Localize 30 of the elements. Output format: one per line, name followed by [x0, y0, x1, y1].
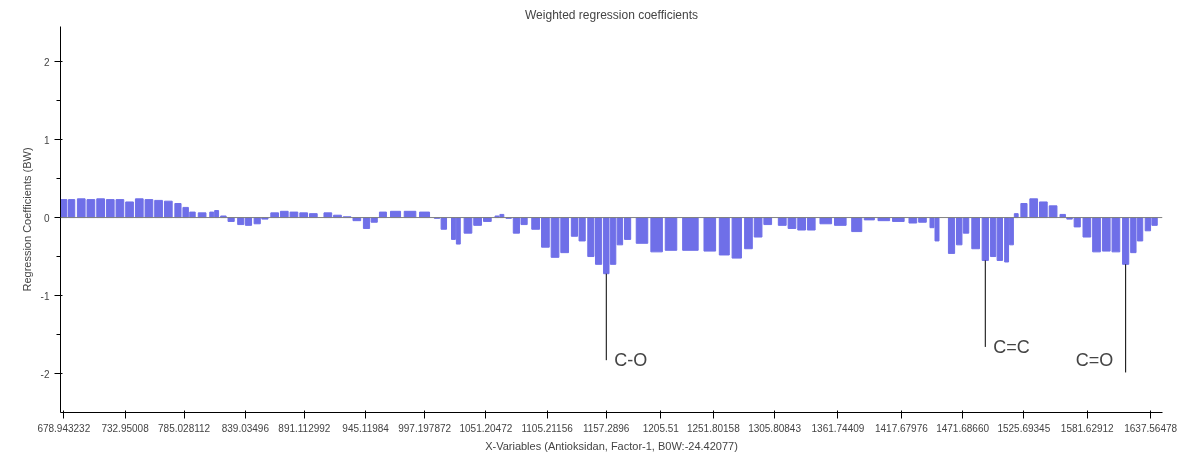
x-tick-label: 1251.80158: [686, 422, 741, 434]
x-tick-label: 1105.21156: [521, 422, 574, 434]
x-tick-label: 839.03496: [221, 422, 270, 434]
x-tick-label: 1305.80843: [748, 422, 802, 434]
annotation: C=C: [993, 336, 1030, 357]
chart-title: Weighted regression coefficients: [525, 7, 699, 22]
x-tick-label: 997.197872: [398, 422, 452, 434]
x-tick-label: 891.112992: [278, 422, 331, 434]
y-tick-label: 1: [43, 134, 50, 146]
x-tick-label: 732.95008: [101, 422, 150, 434]
x-tick-label: 785.028112: [158, 422, 211, 434]
x-tick-label: 1205.51: [642, 422, 680, 434]
y-axis-title: Regression Coefficients (BW): [20, 147, 33, 292]
y-tick-label: 2: [43, 56, 50, 68]
x-tick-label: 1525.69345: [997, 422, 1051, 434]
annotation: C=O: [1075, 350, 1114, 371]
x-tick-label: 945.11984: [342, 422, 390, 434]
x-tick-label: 1637.56478: [1124, 422, 1178, 434]
x-tick-label: 678.943232: [37, 422, 91, 434]
annotation: C-O: [614, 350, 648, 371]
x-axis-title: X-Variables (Antioksidan, Factor-1, B0W:-24.42077): [485, 439, 738, 452]
x-tick-label: 1051.20472: [459, 422, 513, 434]
x-tick-label: 1157.2896: [582, 422, 630, 434]
x-tick-label: 1417.67976: [874, 422, 929, 434]
y-tick-label: -2: [40, 368, 50, 380]
x-tick-label: 1471.68660: [936, 422, 990, 434]
x-tick-label: 1361.74409: [811, 422, 865, 434]
x-tick-label: 1581.62912: [1060, 422, 1115, 434]
y-tick-label: -1: [40, 290, 50, 302]
y-tick-label: 0: [43, 212, 50, 224]
